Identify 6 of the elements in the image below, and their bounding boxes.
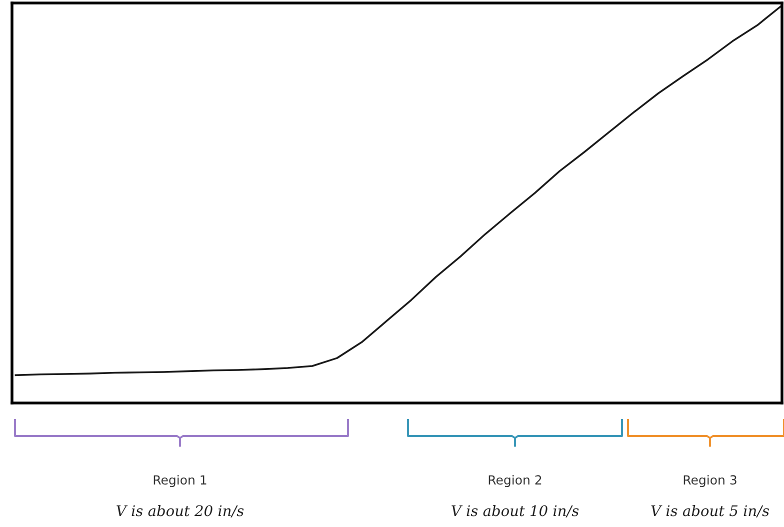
- text: V is about 20 in/s: [116, 504, 244, 518]
- text: V is about 10 in/s: [452, 504, 579, 518]
- text: Region 2: [488, 474, 542, 488]
- text: Region 3: [684, 474, 736, 488]
- text: V is about 5 in/s: [651, 504, 770, 518]
- text: Region 1: [154, 474, 206, 488]
